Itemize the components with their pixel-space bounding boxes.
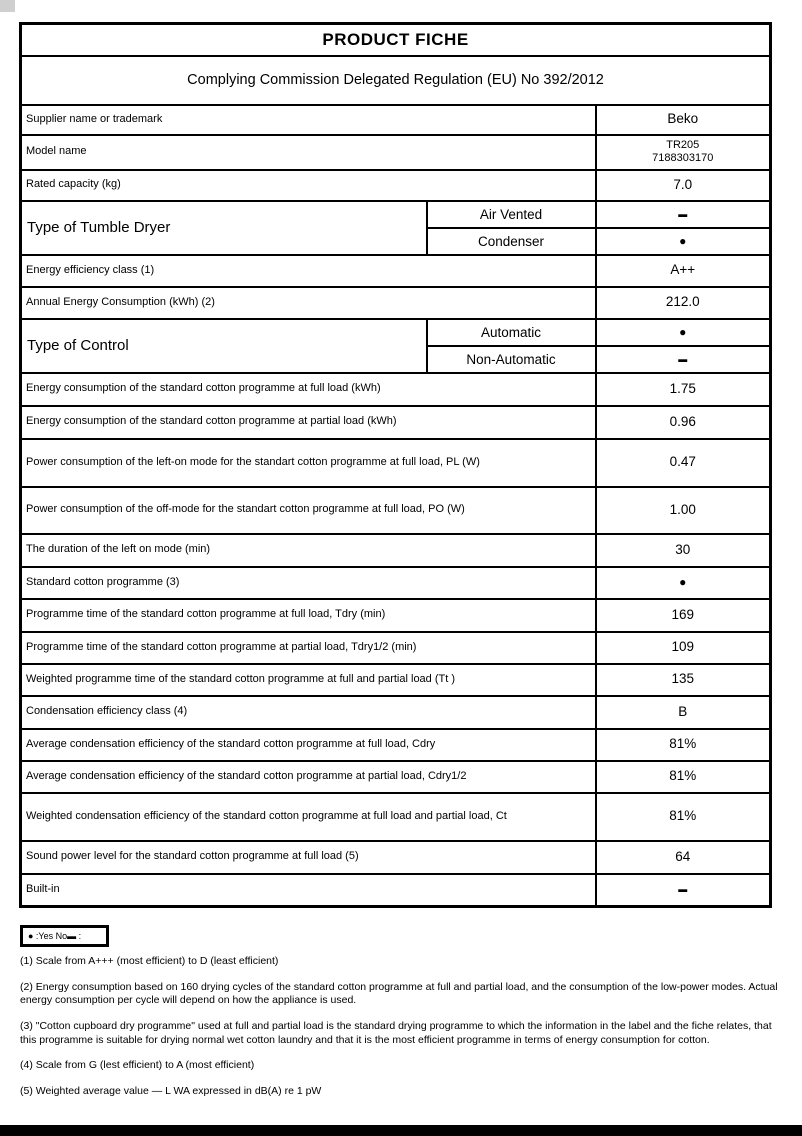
sub-row-label: Automatic [425,317,597,347]
row-label: Built-in [19,872,597,908]
footnote-2: (2) Energy consumption based on 160 dryi… [20,980,778,1007]
footnotes: (1) Scale from A+++ (most efficient) to … [20,955,787,1110]
table-row: Condensation efficiency class (4) B [19,694,772,730]
table-row: Rated capacity (kg) 7.0 [19,168,772,202]
table-row: Programme time of the standard cotton pr… [19,630,772,665]
table-row: Programme time of the standard cotton pr… [19,597,772,633]
table-row: The duration of the left on mode (min) 3… [19,532,772,568]
title-row: PRODUCT FICHE [19,22,772,57]
row-label: Programme time of the standard cotton pr… [19,630,597,665]
row-label: Power consumption of the off-mode for th… [19,485,597,535]
table-row: Standard cotton programme (3) ● [19,565,772,600]
footnote-5: (5) Weighted average value — L WA expres… [20,1084,322,1097]
row-value: 81% [594,727,772,762]
row-label: Model name [19,133,597,171]
scan-artifact [0,0,15,12]
table-row: Average condensation efficiency of the s… [19,727,772,762]
row-value: 81% [594,791,772,842]
table-row: Energy consumption of the standard cotto… [19,404,772,440]
page-bottom-edge [0,1125,802,1136]
row-label: Programme time of the standard cotton pr… [19,597,597,633]
table-row: Type of Tumble Dryer Air Vented ▬ [19,199,772,256]
row-value: 1.00 [594,485,772,535]
document-subtitle: Complying Commission Delegated Regulatio… [19,54,772,106]
footnote-3: (3) "Cotton cupboard dry programme" used… [20,1019,772,1046]
row-label: Weighted condensation efficiency of the … [19,791,597,842]
row-label: Average condensation efficiency of the s… [19,727,597,762]
yes-dot-symbol: ● [594,226,772,256]
row-value: 0.47 [594,437,772,488]
table-row: Energy efficiency class (1) A++ [19,253,772,288]
table-row: Power consumption of the off-mode for th… [19,485,772,535]
row-label: The duration of the left on mode (min) [19,532,597,568]
sub-row-label: Non-Automatic [425,344,597,374]
row-label: Sound power level for the standard cotto… [19,839,597,875]
subtitle-row: Complying Commission Delegated Regulatio… [19,54,772,106]
row-value: 1.75 [594,371,772,407]
table-row: Annual Energy Consumption (kWh) (2) 212.… [19,285,772,320]
sub-row-label: Condenser [425,226,597,256]
no-dash-symbol: ▬ [594,199,772,229]
row-value: A++ [594,253,772,288]
table-row: Weighted programme time of the standard … [19,662,772,697]
table-row: Model name TR205 7188303170 [19,133,772,171]
row-label: Condensation efficiency class (4) [19,694,597,730]
document-title: PRODUCT FICHE [19,22,772,57]
table-row: Power consumption of the left-on mode fo… [19,437,772,488]
row-label: Power consumption of the left-on mode fo… [19,437,597,488]
row-label: Average condensation efficiency of the s… [19,759,597,794]
no-dash-symbol: ▬ [594,344,772,374]
yes-dot-symbol: ● [594,317,772,347]
row-label: Annual Energy Consumption (kWh) (2) [19,285,597,320]
row-label: Energy consumption of the standard cotto… [19,371,597,407]
row-value: 0.96 [594,404,772,440]
row-value: Beko [594,103,772,136]
table-row: Condenser ● [21,226,772,256]
legend-yes-no-key: ● :Yes No▬ : [20,925,109,947]
row-value: 135 [594,662,772,697]
row-value: B [594,694,772,730]
row-value: 81% [594,759,772,794]
no-dash-symbol: ▬ [594,872,772,908]
group-row-label: Type of Tumble Dryer [19,199,428,256]
row-value: 30 [594,532,772,568]
table-row: Built-in ▬ [19,872,772,908]
table-row: Supplier name or trademark Beko [19,103,772,136]
table-row: Sound power level for the standard cotto… [19,839,772,875]
table-row: Non-Automatic ▬ [21,344,772,374]
table-row: Energy consumption of the standard cotto… [19,371,772,407]
row-value: 64 [594,839,772,875]
row-label: Rated capacity (kg) [19,168,597,202]
footnote-1: (1) Scale from A+++ (most efficient) to … [20,955,279,967]
footnote-4: (4) Scale from G (lest efficient) to A (… [20,1059,255,1072]
row-value: TR205 7188303170 [594,133,772,171]
row-value: 212.0 [594,285,772,320]
table-row: Average condensation efficiency of the s… [19,759,772,794]
yes-dot-symbol: ● [594,565,772,600]
row-label: Energy consumption of the standard cotto… [19,404,597,440]
row-label: Standard cotton programme (3) [19,565,597,600]
table-row: Type of Control Automatic ● [19,317,772,374]
group-row-label: Type of Control [19,317,428,374]
row-label: Weighted programme time of the standard … [19,662,597,697]
row-value: 169 [594,597,772,633]
sub-row-label: Air Vented [425,199,597,229]
row-label: Supplier name or trademark [19,103,597,136]
fiche-table: PRODUCT FICHE Complying Commission Deleg… [19,22,773,908]
row-value: 7.0 [594,168,772,202]
table-row: Weighted condensation efficiency of the … [19,791,772,842]
row-label: Energy efficiency class (1) [19,253,597,288]
row-value: 109 [594,630,772,665]
